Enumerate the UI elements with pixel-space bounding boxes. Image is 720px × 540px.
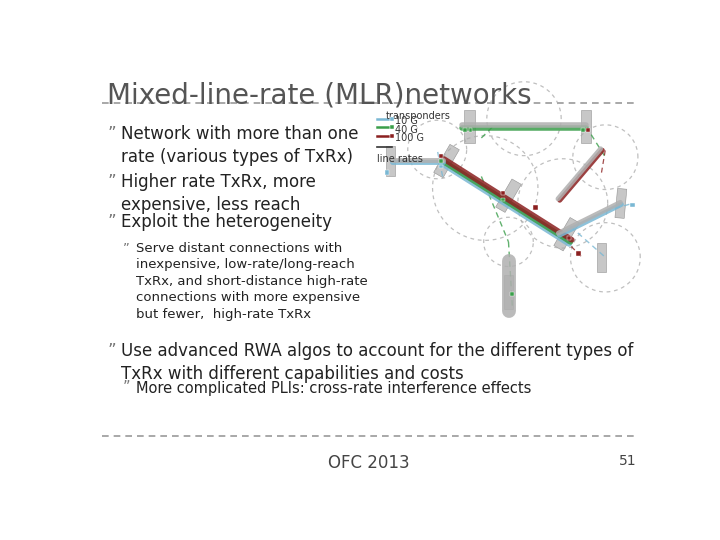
Bar bbox=[554, 218, 580, 251]
Bar bbox=[384, 170, 389, 175]
Bar bbox=[439, 159, 443, 163]
Bar bbox=[439, 165, 443, 168]
Bar bbox=[501, 198, 505, 201]
Text: ”: ” bbox=[107, 173, 116, 191]
Bar bbox=[533, 205, 539, 210]
Bar bbox=[630, 202, 635, 207]
Text: transponders: transponders bbox=[386, 111, 451, 121]
Bar bbox=[495, 179, 521, 212]
Text: More complicated PLIs: cross-rate interference effects: More complicated PLIs: cross-rate interf… bbox=[137, 381, 532, 395]
Bar bbox=[390, 117, 394, 120]
Bar bbox=[439, 154, 443, 158]
Text: Mixed-line-rate (MLR)networks: Mixed-line-rate (MLR)networks bbox=[107, 82, 531, 110]
Text: ”: ” bbox=[122, 381, 130, 395]
Bar bbox=[586, 129, 590, 132]
Bar bbox=[576, 251, 580, 256]
Bar bbox=[433, 144, 459, 178]
Text: 40 G: 40 G bbox=[395, 125, 418, 135]
Text: OFC 2013: OFC 2013 bbox=[328, 454, 410, 471]
Bar bbox=[597, 242, 606, 272]
Bar bbox=[390, 125, 394, 129]
Text: 100 G: 100 G bbox=[395, 133, 424, 143]
Bar bbox=[464, 110, 475, 143]
Text: line rates: line rates bbox=[377, 154, 423, 164]
Text: Serve distant connections with
inexpensive, low-rate/long-reach
TxRx, and short-: Serve distant connections with inexpensi… bbox=[137, 242, 368, 321]
Bar bbox=[504, 275, 513, 309]
Text: 51: 51 bbox=[618, 454, 636, 468]
Bar bbox=[581, 129, 585, 132]
Bar bbox=[510, 292, 514, 296]
Text: ”: ” bbox=[107, 342, 116, 360]
Text: Higher rate TxRx, more
expensive, less reach: Higher rate TxRx, more expensive, less r… bbox=[121, 173, 316, 213]
Text: Exploit the heterogeneity: Exploit the heterogeneity bbox=[121, 213, 332, 231]
Bar bbox=[501, 192, 505, 195]
Text: 10 G: 10 G bbox=[395, 117, 418, 126]
Bar bbox=[580, 110, 591, 143]
Bar bbox=[386, 146, 395, 176]
Bar bbox=[469, 129, 472, 132]
Text: ”: ” bbox=[107, 125, 116, 143]
Text: Network with more than one
rate (various types of TxRx): Network with more than one rate (various… bbox=[121, 125, 359, 166]
Text: ”: ” bbox=[122, 242, 130, 255]
Bar bbox=[567, 236, 571, 240]
Text: ”: ” bbox=[107, 213, 116, 231]
Text: Use advanced RWA algos to account for the different types of
TxRx with different: Use advanced RWA algos to account for th… bbox=[121, 342, 634, 383]
Bar bbox=[463, 129, 467, 132]
Bar bbox=[615, 188, 627, 218]
Bar bbox=[390, 134, 394, 138]
